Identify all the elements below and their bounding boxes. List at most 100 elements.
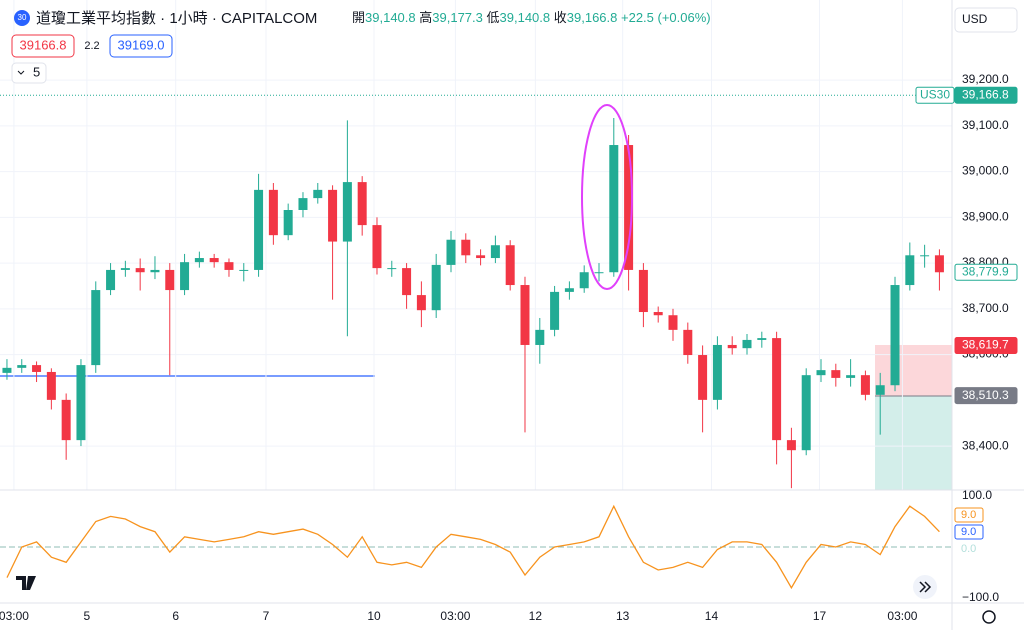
ohlc-label: 低 [487, 10, 500, 25]
candle-body [150, 269, 160, 273]
candle-body [283, 210, 293, 236]
settings-button[interactable] [982, 610, 996, 624]
zero-tag-label: 0.0 [961, 543, 976, 555]
price-tag [954, 387, 1018, 405]
x-tick-label: 12 [529, 609, 543, 623]
candle-body [831, 370, 841, 378]
y-tick-label: 38,900.0 [962, 209, 1009, 223]
candle-body [46, 371, 56, 400]
candle-body [875, 385, 885, 395]
y-tick-label: 38,700.0 [962, 301, 1009, 315]
candle-body [106, 269, 116, 291]
candle-body [268, 189, 278, 236]
candle-body [846, 375, 856, 378]
candle-body [2, 367, 12, 373]
candle-body [446, 239, 456, 265]
osc-tick-label: −100.0 [962, 590, 999, 604]
ohlc-label: 收 [554, 10, 567, 25]
oscillator-line [6, 504, 940, 590]
ohlc-value: 39,140.8 [365, 10, 416, 25]
candle-body [357, 182, 367, 226]
y-tick-label: 39,100.0 [962, 118, 1009, 132]
candle-body [298, 198, 308, 210]
oscillator-pane [0, 504, 952, 590]
indicators-toggle[interactable] [11, 62, 47, 84]
candle-body [890, 285, 900, 386]
price-tag [954, 337, 1018, 355]
candle-body [564, 288, 574, 292]
candle-body [712, 344, 722, 400]
change: +22.5 (+0.06%) [621, 10, 711, 25]
candle-body [920, 255, 930, 257]
ohlc-value: 39,177.3 [432, 10, 483, 25]
candle-body [372, 225, 382, 269]
candle-body [402, 268, 412, 296]
osc-tick-label: 100.0 [962, 488, 992, 502]
scroll-icon [919, 581, 932, 593]
ohlc-value: 39,140.8 [500, 10, 551, 25]
x-tick-label: 03:00 [0, 609, 29, 623]
price-tag-label: 38,510.3 [962, 388, 1009, 402]
bid: 39166.8 [20, 37, 67, 52]
symbol-title[interactable]: 道瓊工業平均指數 · 1小時 · CAPITALCOM [36, 10, 317, 27]
candle-body [801, 375, 811, 451]
candle-body [416, 295, 426, 311]
sell-button[interactable] [11, 34, 75, 58]
candle-body [120, 268, 130, 270]
candle-body [91, 290, 101, 366]
candle-body [313, 189, 323, 199]
candle-body [668, 315, 678, 330]
candle-body [165, 269, 175, 291]
candle-body [786, 440, 796, 451]
logo[interactable] [16, 576, 36, 590]
candle-body [905, 255, 915, 286]
candle-body [76, 365, 86, 441]
badge-text: 30 [18, 13, 27, 22]
stop-zone [875, 345, 952, 396]
price-pane [0, 0, 952, 490]
symbol-tag-label: US30 [920, 87, 950, 101]
candle-body [342, 182, 352, 242]
symbol-tag [915, 86, 955, 104]
series-tag-label: 9.0 [961, 509, 976, 521]
series-tag [954, 507, 984, 523]
candle-body [505, 245, 515, 286]
series-tag [954, 524, 984, 540]
ohlc-label: 開 [352, 10, 365, 25]
candle-body [624, 145, 634, 270]
ask: 39169.0 [118, 37, 165, 52]
x-tick-label: 7 [263, 609, 270, 623]
price-tag-label: 38,619.7 [962, 338, 1009, 352]
candle-body [934, 255, 944, 273]
candle-body [461, 239, 471, 256]
highlight-ellipse [581, 104, 633, 290]
price-tag [954, 263, 1018, 281]
x-tick-label: 03:00 [887, 609, 917, 623]
y-tick-label: 39,000.0 [962, 164, 1009, 178]
ohlc: 開39,140.8 高39,177.3 低39,140.8 收39,166.8 … [352, 10, 711, 25]
currency-select[interactable] [954, 7, 1018, 33]
candle-body [742, 339, 752, 349]
candle-body [180, 262, 190, 291]
candle-body [17, 365, 27, 368]
candle-body [816, 370, 826, 376]
candle-body [698, 355, 708, 400]
x-tick-label: 6 [172, 609, 179, 623]
y-tick-label: 39,200.0 [962, 72, 1009, 86]
target-zone [875, 396, 952, 490]
candle-body [520, 285, 530, 345]
candle-body [135, 268, 145, 273]
candle-body [757, 338, 767, 340]
candle-body [224, 262, 234, 270]
candle-body [772, 338, 782, 441]
candle-body [431, 264, 441, 311]
buy-button[interactable] [109, 34, 173, 58]
candle-body [683, 329, 693, 356]
x-tick-label: 17 [813, 609, 827, 623]
price-tag [954, 86, 1018, 104]
x-tick-label: 14 [705, 609, 719, 623]
candle-body [328, 189, 338, 242]
candle-body [61, 399, 71, 441]
